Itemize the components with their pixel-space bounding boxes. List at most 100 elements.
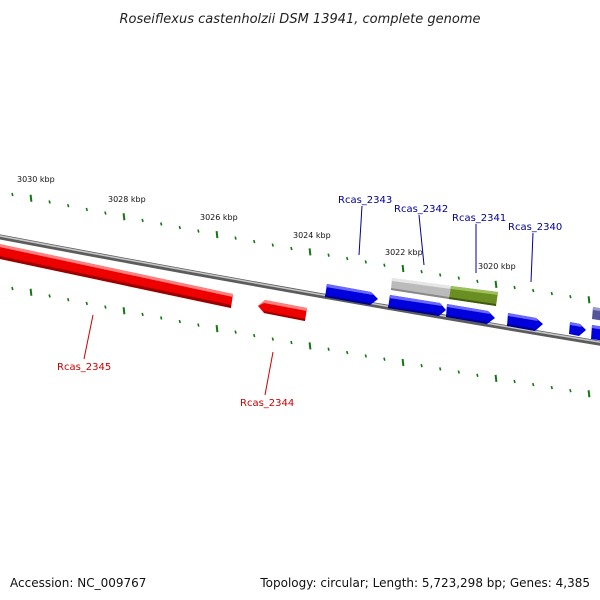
inner-tick-17 (327, 347, 330, 351)
outer-tick-23 (439, 273, 442, 277)
outer-tick-22 (420, 269, 423, 274)
inner-tick-23 (439, 367, 442, 371)
inner-tick-26 (494, 374, 498, 383)
inner-tick-0 (11, 286, 14, 291)
map-title: Roseiflexus castenholzii DSM 13941, comp… (120, 12, 481, 27)
outer-tick-27 (513, 285, 516, 290)
inner-tick-19 (364, 354, 367, 358)
inner-tick-1 (29, 288, 33, 296)
inner-tick-20 (383, 357, 386, 361)
outer-tick-11 (215, 230, 219, 239)
genome-info-text: Topology: circular; Length: 5,723,298 bp… (259, 576, 590, 590)
outer-tick-6 (122, 213, 126, 221)
inner-tick-11 (215, 324, 219, 333)
outer-tick-20 (383, 263, 386, 267)
outer-tick-8 (160, 222, 163, 226)
outer-tick-25 (476, 279, 479, 284)
inner-tick-21 (401, 358, 405, 367)
leader-rcas-2340 (530, 232, 534, 283)
gene-rcas-2343[interactable] (325, 284, 378, 305)
outer-tick-3 (67, 203, 70, 208)
inner-tick-16 (308, 342, 312, 350)
inner-tick-27 (513, 379, 516, 384)
gene-forward-5[interactable] (507, 313, 543, 331)
scale-label-3022: 3022 kbp (385, 248, 423, 257)
outer-tick-28 (532, 288, 535, 293)
inner-tick-10 (197, 323, 200, 327)
inner-tick-2 (48, 294, 51, 298)
inner-tick-22 (420, 363, 423, 368)
outer-tick-0 (11, 192, 14, 197)
label-rcas-2343[interactable]: Rcas_2343 (338, 195, 392, 206)
inner-tick-5 (104, 305, 107, 309)
accession-text: Accession: NC_009767 (10, 576, 146, 590)
gene-other-edge[interactable] (592, 307, 600, 321)
genome-backbone (0, 234, 600, 346)
inner-tick-3 (67, 297, 70, 302)
outer-tick-16 (308, 248, 312, 256)
outer-tick-5 (104, 211, 107, 215)
gene-rcas-2341-highlight[interactable] (449, 286, 498, 306)
inner-tick-6 (122, 307, 126, 315)
gene-rcas-2341[interactable] (388, 295, 446, 316)
inner-tick-30 (569, 388, 572, 393)
outer-tick-31 (587, 296, 591, 304)
outer-tick-14 (271, 243, 274, 247)
label-rcas-2344[interactable]: Rcas_2344 (240, 398, 294, 409)
scale-label-3024: 3024 kbp (293, 231, 331, 240)
inner-tick-24 (457, 370, 460, 374)
genome-backbone-highlight (0, 235, 600, 343)
inner-tick-9 (178, 319, 181, 324)
leader-rcas-2344 (264, 351, 274, 396)
gene-forward-7[interactable] (591, 325, 600, 341)
outer-tick-19 (364, 260, 367, 264)
outer-tick-21 (401, 264, 405, 273)
leader-rcas-2343 (358, 205, 363, 256)
inner-tick-29 (550, 385, 553, 390)
outer-tick-26 (494, 280, 498, 289)
outer-tick-9 (178, 225, 181, 230)
outer-tick-12 (234, 236, 237, 240)
outer-tick-row (11, 192, 591, 304)
inner-tick-25 (476, 373, 479, 378)
leader-rcas-2345 (83, 314, 94, 360)
inner-tick-row (11, 286, 591, 398)
inner-tick-7 (141, 312, 144, 317)
outer-tick-2 (48, 200, 51, 204)
outer-tick-30 (569, 294, 572, 299)
outer-tick-29 (550, 291, 553, 296)
gene-rcas-2342[interactable] (391, 278, 451, 299)
inner-tick-28 (532, 382, 535, 387)
gene-rcas-2344[interactable] (258, 300, 307, 321)
inner-tick-15 (290, 340, 293, 345)
outer-tick-10 (197, 229, 200, 233)
inner-tick-14 (271, 337, 274, 341)
inner-tick-12 (234, 330, 237, 334)
outer-tick-13 (253, 239, 256, 244)
inner-tick-4 (85, 301, 88, 306)
gene-rcas-2340[interactable] (446, 304, 495, 324)
outer-tick-7 (141, 218, 144, 223)
inner-tick-8 (160, 316, 163, 320)
gene-forward-6[interactable] (569, 322, 586, 336)
label-rcas-2345[interactable]: Rcas_2345 (57, 362, 111, 373)
outer-tick-18 (346, 256, 349, 261)
gene-rcas-2345[interactable] (0, 243, 233, 308)
outer-tick-15 (290, 246, 293, 251)
outer-tick-17 (327, 253, 330, 257)
inner-tick-18 (346, 350, 349, 355)
scale-label-3030: 3030 kbp (17, 175, 55, 184)
label-rcas-2340[interactable]: Rcas_2340 (508, 222, 562, 233)
outer-tick-4 (85, 207, 88, 212)
outer-tick-24 (457, 276, 460, 280)
label-rcas-2342[interactable]: Rcas_2342 (394, 204, 448, 215)
inner-tick-13 (253, 333, 256, 338)
leader-rcas-2342 (418, 214, 425, 266)
outer-tick-1 (29, 194, 33, 202)
label-rcas-2341[interactable]: Rcas_2341 (452, 213, 506, 224)
scale-label-3020: 3020 kbp (478, 262, 516, 271)
inner-tick-31 (587, 390, 591, 398)
scale-label-3026: 3026 kbp (200, 213, 238, 222)
